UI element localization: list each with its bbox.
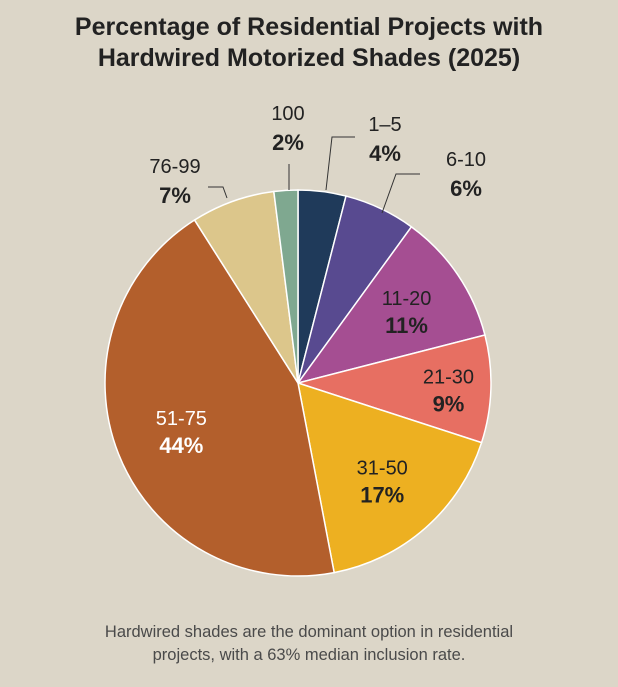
- category-label-6-10: 6-10: [446, 149, 486, 171]
- caption-line-1: Hardwired shades are the dominant option…: [104, 623, 514, 641]
- chart-title-line-2: Hardwired Motorized Shades (2025): [97, 44, 521, 72]
- category-label-1-5: 1–5: [368, 114, 401, 136]
- chart-title-line-1: Percentage of Residential Projects with: [74, 13, 544, 41]
- percent-label-31-50: 17%: [360, 483, 404, 508]
- percent-label-6-10: 6%: [450, 176, 482, 201]
- chart-caption: Hardwired shades are the dominant option…: [40, 621, 578, 667]
- pie-slice-100: [272, 189, 299, 384]
- category-label-100: 100: [271, 103, 304, 125]
- pie-slice-11-20: [296, 225, 486, 385]
- leader-line-6-10: [381, 173, 420, 214]
- chart-title: Percentage of Residential Projects with …: [0, 12, 618, 74]
- leader-line-76-99: [208, 186, 228, 199]
- pie-slice-51-75: [104, 219, 336, 577]
- category-label-76-99: 76-99: [149, 156, 200, 178]
- category-label-21-30: 21-30: [423, 367, 474, 389]
- percent-label-1-5: 4%: [369, 141, 401, 166]
- percent-label-76-99: 7%: [159, 183, 191, 208]
- pie-slice-31-50: [297, 381, 483, 574]
- caption-line-2: projects, with a 63% median inclusion ra…: [152, 646, 466, 664]
- pie-slice-21-30: [295, 334, 492, 444]
- percent-label-21-30: 9%: [433, 392, 465, 417]
- category-label-11-20: 11-20: [382, 288, 432, 310]
- percent-label-51-75: 44%: [159, 433, 203, 458]
- leader-line-1-5: [325, 136, 355, 191]
- category-label-51-75: 51-75: [156, 408, 207, 430]
- percent-label-11-20: 11%: [385, 313, 428, 338]
- percent-label-100: 2%: [272, 130, 304, 155]
- category-label-31-50: 31-50: [357, 458, 408, 480]
